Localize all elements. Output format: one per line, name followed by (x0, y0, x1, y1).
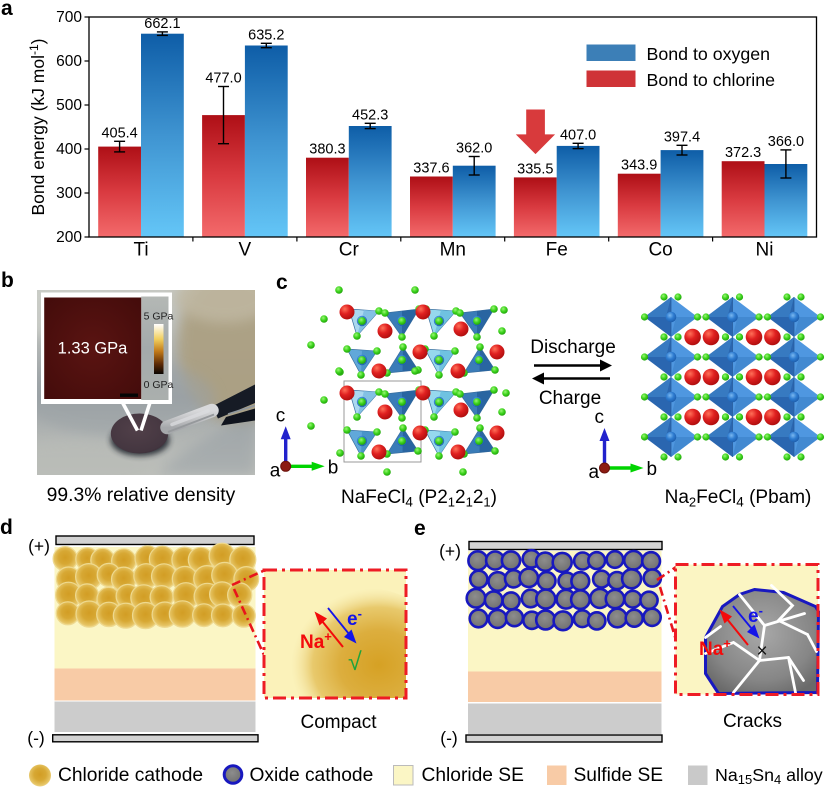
svg-text:b: b (328, 457, 339, 478)
svg-text:c: c (595, 407, 605, 428)
svg-text:337.6: 337.6 (413, 161, 449, 177)
svg-text:Fe: Fe (546, 240, 568, 261)
svg-text:662.1: 662.1 (144, 16, 180, 32)
svg-text:700: 700 (56, 9, 82, 26)
svg-text:a: a (270, 460, 281, 481)
svg-text:(-): (-) (440, 728, 457, 748)
svg-text:343.9: 343.9 (621, 158, 657, 174)
svg-text:d: d (0, 516, 13, 539)
svg-text:372.3: 372.3 (725, 145, 761, 161)
svg-text:397.4: 397.4 (664, 129, 700, 145)
svg-text:Chloride cathode: Chloride cathode (58, 765, 203, 786)
svg-text:Bond energy (kJ mol-1): Bond energy (kJ mol-1) (27, 39, 48, 216)
svg-text:Ti: Ti (133, 240, 148, 261)
svg-text:e: e (414, 517, 426, 540)
svg-text:b: b (647, 459, 658, 480)
svg-text:635.2: 635.2 (248, 27, 284, 43)
svg-text:Cr: Cr (339, 240, 360, 261)
svg-text:c: c (276, 271, 288, 294)
svg-text:(+): (+) (439, 541, 461, 561)
svg-text:405.4: 405.4 (101, 125, 137, 141)
svg-text:b: b (1, 269, 14, 292)
svg-text:Mn: Mn (440, 240, 466, 261)
svg-text:477.0: 477.0 (205, 71, 241, 87)
svg-text:Na15Sn4 alloy: Na15Sn4 alloy (715, 765, 823, 787)
svg-text:Na2FeCl4 (Pbam): Na2FeCl4 (Pbam) (665, 487, 812, 510)
svg-text:(-): (-) (27, 728, 44, 748)
svg-text:Cracks: Cracks (723, 711, 782, 732)
svg-text:335.5: 335.5 (517, 161, 553, 177)
svg-text:NaFeCl4 (P212121): NaFeCl4 (P212121) (341, 487, 497, 510)
svg-text:362.0: 362.0 (456, 141, 492, 157)
svg-text:V: V (239, 240, 252, 261)
svg-text:1.33 GPa: 1.33 GPa (58, 340, 129, 358)
svg-text:Charge: Charge (539, 388, 601, 409)
svg-text:400: 400 (56, 141, 82, 158)
svg-text:366.0: 366.0 (768, 134, 804, 150)
svg-text:600: 600 (56, 53, 82, 70)
svg-text:Bond to oxygen: Bond to oxygen (647, 44, 771, 64)
svg-text:c: c (276, 405, 286, 426)
svg-text:Oxide cathode: Oxide cathode (250, 765, 374, 786)
svg-text:a: a (589, 462, 600, 483)
svg-text:Sulfide SE: Sulfide SE (574, 765, 664, 786)
svg-text:√: √ (348, 648, 362, 676)
svg-text:×: × (756, 641, 767, 662)
svg-text:407.0: 407.0 (560, 127, 596, 143)
svg-text:380.3: 380.3 (309, 142, 345, 158)
svg-text:Compact: Compact (300, 712, 377, 733)
svg-text:99.3% relative density: 99.3% relative density (47, 485, 236, 506)
svg-text:500: 500 (56, 97, 82, 114)
svg-text:(+): (+) (28, 536, 50, 556)
svg-text:Bond to chlorine: Bond to chlorine (647, 70, 776, 90)
svg-text:a: a (1, 0, 13, 20)
svg-text:Co: Co (648, 240, 672, 261)
svg-text:0 GPa: 0 GPa (144, 379, 174, 391)
svg-text:5 GPa: 5 GPa (144, 311, 174, 323)
svg-text:Discharge: Discharge (530, 337, 616, 358)
svg-text:452.3: 452.3 (352, 107, 388, 123)
svg-text:Ni: Ni (756, 240, 774, 261)
svg-text:300: 300 (56, 185, 82, 202)
svg-text:200: 200 (56, 229, 82, 246)
svg-text:Chloride SE: Chloride SE (422, 765, 524, 786)
